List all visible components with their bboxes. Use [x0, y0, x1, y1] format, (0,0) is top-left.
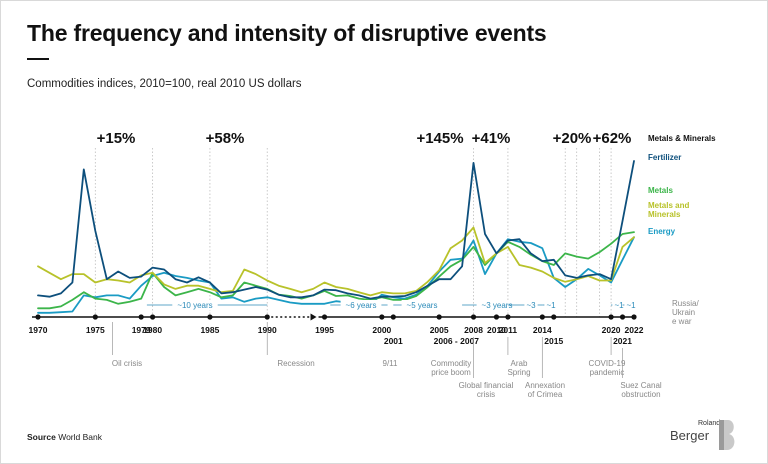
axis-dot-6: [321, 314, 328, 320]
interval-annotations: ~10 years ~6 years ~5 years ~3 years ~3 ~1 ~1 ~…: [146, 300, 638, 310]
axis-dot-17: [619, 314, 626, 320]
interval-label-bg-1: [340, 300, 382, 310]
event-label-0: Oil crisis: [112, 359, 142, 368]
interval-label-bg-5: [544, 300, 558, 310]
event-label-2: 9/11: [383, 359, 399, 368]
series-line-1: [37, 231, 635, 310]
peak-label-5: +62%: [593, 130, 632, 147]
peak-label-4: +20%: [553, 130, 592, 147]
interval-label-5: ~1: [546, 301, 556, 310]
logo-text-big: Berger: [670, 428, 710, 443]
interval-label-0: ~10 years: [177, 301, 212, 310]
end-label-4: Energy: [648, 227, 676, 236]
series-lines: [37, 160, 635, 314]
axis-year-17: 2021: [613, 336, 632, 346]
event-label-3: Commodity price boom: [431, 359, 471, 377]
axis-dot-0: [35, 314, 41, 320]
chart-subtitle: Commodities indices, 2010=100, real 2010…: [27, 78, 302, 90]
axis-dot-12: [493, 314, 500, 320]
axis-year-3: 1980: [143, 325, 162, 335]
interval-label-4: ~3: [526, 301, 536, 310]
event-label-8: Suez Canal obstruction: [620, 381, 662, 399]
end-label-2: Metals: [648, 186, 673, 195]
axis-year-13: 2011: [499, 325, 518, 335]
axis-year-15: 2015: [544, 336, 563, 346]
peak-guide-lines: [94, 148, 612, 318]
interval-label-bg-7: [624, 300, 638, 310]
axis-dot-1: [92, 314, 98, 320]
event-label-5: Arab Spring: [507, 359, 530, 377]
event-label-1: Recession: [277, 359, 314, 368]
end-label-0: Metals & Minerals: [648, 134, 716, 143]
axis-dot-8: [390, 314, 396, 320]
interval-label-6: ~1: [614, 301, 624, 310]
axis-year-4: 1985: [200, 325, 219, 335]
event-label-7: COVID-19 pandemic: [589, 359, 626, 377]
axis-year-1: 1975: [86, 325, 105, 335]
axis-dot-14: [539, 314, 545, 320]
axis-year-18: 2022: [625, 325, 644, 335]
axis-year-2: 1979: [132, 325, 151, 335]
peak-label-0: +15%: [97, 130, 136, 147]
axis-dot-11: [470, 314, 477, 320]
series-line-0: [37, 160, 635, 300]
interval-label-bg-6: [612, 300, 626, 310]
axis-dot-4: [207, 314, 213, 320]
peak-label-1: +58%: [206, 130, 245, 147]
series-end-labels: Metals & Minerals Fertilizer Metals Metals …: [648, 134, 716, 236]
axis-year-16: 2020: [602, 325, 621, 335]
axis-year-10: 2006 - 2007: [434, 336, 480, 346]
source-label: Source: [27, 432, 56, 442]
series-line-3: [37, 236, 635, 314]
axis-dot-3: [150, 314, 156, 320]
interval-label-7: ~1: [626, 301, 636, 310]
end-label-3: Metals and Minerals: [648, 201, 689, 219]
event-label-9: Russia/Ukrain e war: [672, 299, 699, 326]
interval-label-3: ~3 years: [482, 301, 513, 310]
interval-label-2: ~5 years: [407, 301, 438, 310]
event-annotations: Oil crisis Recession 9/11 Commodity price bo…: [112, 299, 700, 399]
peak-label-2: +145%: [416, 130, 463, 147]
axis-year-7: 2000: [372, 325, 391, 335]
logo-text-small: Roland: [698, 420, 721, 427]
axis-dot-16: [608, 314, 614, 320]
axis-year-9: 2005: [430, 325, 449, 335]
axis-dot-2: [138, 314, 144, 320]
axis-dot-18: [631, 314, 637, 320]
event-label-6: Annexation of Crimea: [525, 381, 565, 399]
axis-year-14: 2014: [533, 325, 552, 335]
source-text: World Bank: [58, 432, 102, 442]
interval-label-bg-2: [401, 300, 443, 310]
interval-label-bg-4: [524, 300, 538, 310]
event-label-4: Global financial crisis: [459, 381, 514, 399]
roland-berger-logo: Roland Berger: [664, 418, 744, 452]
title-underline: [27, 58, 49, 60]
page-title: The frequency and intensity of disruptiv…: [27, 20, 547, 46]
axis-dot-13: [505, 314, 511, 320]
axis-arrow-icon: [310, 313, 317, 321]
axis-year-11: 2008: [464, 325, 483, 335]
axis-year-0: 1970: [29, 325, 48, 335]
interval-label-bg-3: [476, 300, 518, 310]
end-label-1: Fertilizer: [648, 153, 681, 162]
peak-label-3: +41%: [472, 130, 511, 147]
interval-label-bg-0: [172, 300, 218, 310]
axis-dot-7: [379, 314, 385, 320]
source-note: Source World Bank: [27, 432, 102, 442]
axis-dot-9: [436, 314, 442, 320]
interval-label-1: ~6 years: [346, 301, 377, 310]
logo-mark-icon: [719, 420, 735, 450]
peak-labels: +15% +58% +145% +41% +20% +62%: [97, 130, 632, 147]
axis-dot-15: [551, 314, 557, 320]
axis-year-12: 2010: [487, 325, 506, 335]
axis-dot-5: [264, 314, 270, 320]
axis-year-6: 1995: [315, 325, 334, 335]
axis-year-8: 2001: [384, 336, 403, 346]
